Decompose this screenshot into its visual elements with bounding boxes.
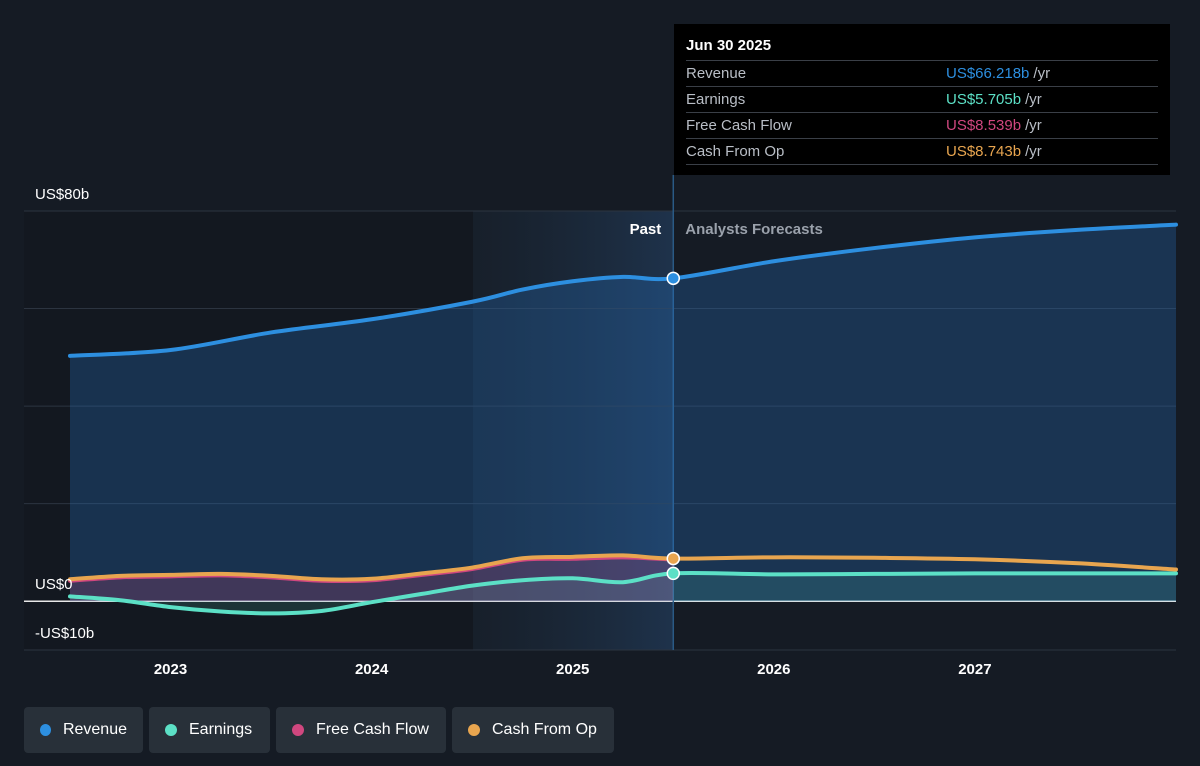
series-lines xyxy=(68,222,1178,616)
legend-label: Earnings xyxy=(189,721,253,738)
chart-legend: Revenue Earnings Free Cash Flow Cash Fro… xyxy=(24,707,614,753)
tooltip-row-earnings: Earnings US$5.705b /yr xyxy=(686,86,1158,112)
cash-from-op-line xyxy=(68,553,1178,582)
past-label: Past xyxy=(630,221,662,238)
tooltip-label: Cash From Op xyxy=(686,143,785,160)
legend-item-cash-from-op[interactable]: Cash From Op xyxy=(452,707,614,753)
x-axis-tick-label: 2025 xyxy=(556,661,589,678)
tooltip-row-revenue: Revenue US$66.218b /yr xyxy=(686,60,1158,86)
legend-item-revenue[interactable]: Revenue xyxy=(24,707,143,753)
tooltip-date: Jun 30 2025 xyxy=(686,37,772,54)
revenue-line xyxy=(68,222,1178,358)
x-axis-tick-label: 2023 xyxy=(154,661,187,678)
cash-from-op-dot-icon xyxy=(468,724,480,736)
free-cash-flow-area xyxy=(70,557,674,602)
revenue-area xyxy=(70,224,1176,602)
y-axis-label: -US$10b xyxy=(35,625,94,642)
series-fills xyxy=(70,224,1176,614)
tooltip-row-cash-from-op: Cash From Op US$8.743b /yr xyxy=(686,138,1158,165)
y-axis-label: US$0 xyxy=(35,576,73,593)
legend-label: Free Cash Flow xyxy=(316,721,429,738)
tooltip-value: US$8.539b xyxy=(946,117,1022,134)
tooltip-unit: /yr xyxy=(1025,117,1042,134)
tooltip-label: Free Cash Flow xyxy=(686,117,792,134)
tooltip-row-free-cash-flow: Free Cash Flow US$8.539b /yr xyxy=(686,112,1158,138)
tooltip-unit: /yr xyxy=(1033,65,1051,82)
tooltip-unit: /yr xyxy=(1025,91,1042,108)
tooltip-value: US$5.705b xyxy=(946,91,1022,108)
tooltip-label: Revenue xyxy=(686,65,747,82)
tooltip-unit: /yr xyxy=(1025,143,1042,160)
revenue-marker xyxy=(666,271,681,286)
earnings-marker xyxy=(666,566,681,581)
tooltip-panel: Jun 30 2025 Revenue US$66.218b /yr Earni… xyxy=(674,24,1170,175)
x-axis-tick-label: 2024 xyxy=(355,661,389,678)
legend-label: Revenue xyxy=(62,721,127,738)
revenue-dot-icon xyxy=(40,724,51,736)
y-axis-label: US$80b xyxy=(35,186,89,203)
x-axis-tick-label: 2027 xyxy=(958,661,991,678)
earnings-dot-icon xyxy=(165,724,177,736)
legend-label: Cash From Op xyxy=(492,721,597,738)
earnings-line xyxy=(68,570,1178,616)
free-cash-flow-dot-icon xyxy=(292,724,304,736)
legend-item-earnings[interactable]: Earnings xyxy=(149,707,270,753)
x-axis-tick-label: 2026 xyxy=(757,661,790,678)
chart-canvas: US$80b US$0 -US$10b 2023 2024 2025 2026 2027 Pas… xyxy=(24,175,1178,678)
legend-item-free-cash-flow[interactable]: Free Cash Flow xyxy=(276,707,446,753)
cash-from-op-marker xyxy=(666,551,681,566)
series-markers xyxy=(666,271,681,581)
axis-labels: US$80b US$0 -US$10b 2023 2024 2025 2026 2027 Pas… xyxy=(35,186,992,678)
tooltip-value: US$66.218b xyxy=(946,65,1030,82)
tooltip-value: US$8.743b xyxy=(946,143,1022,160)
tooltip-label: Earnings xyxy=(686,91,746,108)
forecast-label: Analysts Forecasts xyxy=(685,221,823,238)
earnings-area xyxy=(70,572,1176,614)
